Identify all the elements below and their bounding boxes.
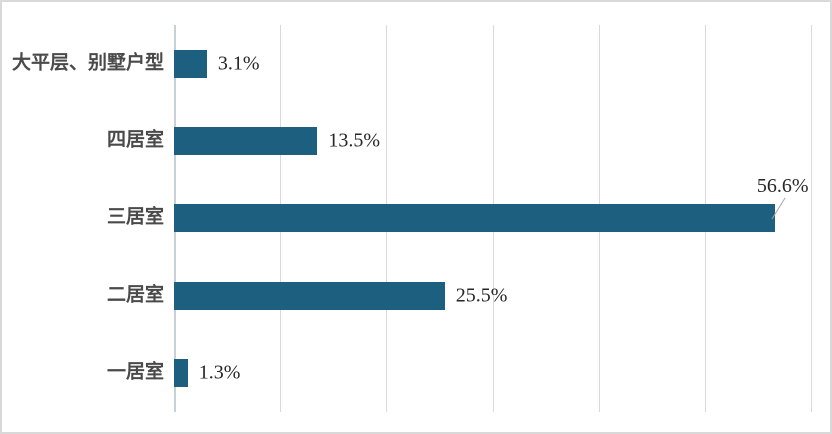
chart-row: 三居室 56.6%	[2, 175, 830, 257]
category-label: 四居室	[106, 129, 164, 151]
value-label: 3.1%	[217, 52, 260, 75]
category-label: 三居室	[106, 207, 164, 229]
value-label: 25.5%	[455, 284, 508, 307]
bar	[174, 49, 207, 78]
chart-row: 一居室 1.3%	[2, 335, 830, 412]
category-label: 一居室	[106, 361, 164, 383]
bar	[174, 281, 445, 310]
bar	[174, 359, 188, 388]
bar	[174, 204, 775, 233]
value-label: 1.3%	[198, 361, 241, 384]
chart-row: 四居室 13.5%	[2, 102, 830, 179]
chart-row: 二居室 25.5%	[2, 257, 830, 334]
category-label: 大平层、别墅户型	[11, 52, 164, 74]
value-label: 56.6%	[756, 174, 809, 197]
chart-row: 大平层、别墅户型 3.1%	[2, 25, 830, 102]
bar	[174, 127, 318, 156]
gridline-60	[811, 25, 812, 412]
value-label: 13.5%	[328, 129, 380, 152]
category-label: 二居室	[106, 284, 164, 306]
